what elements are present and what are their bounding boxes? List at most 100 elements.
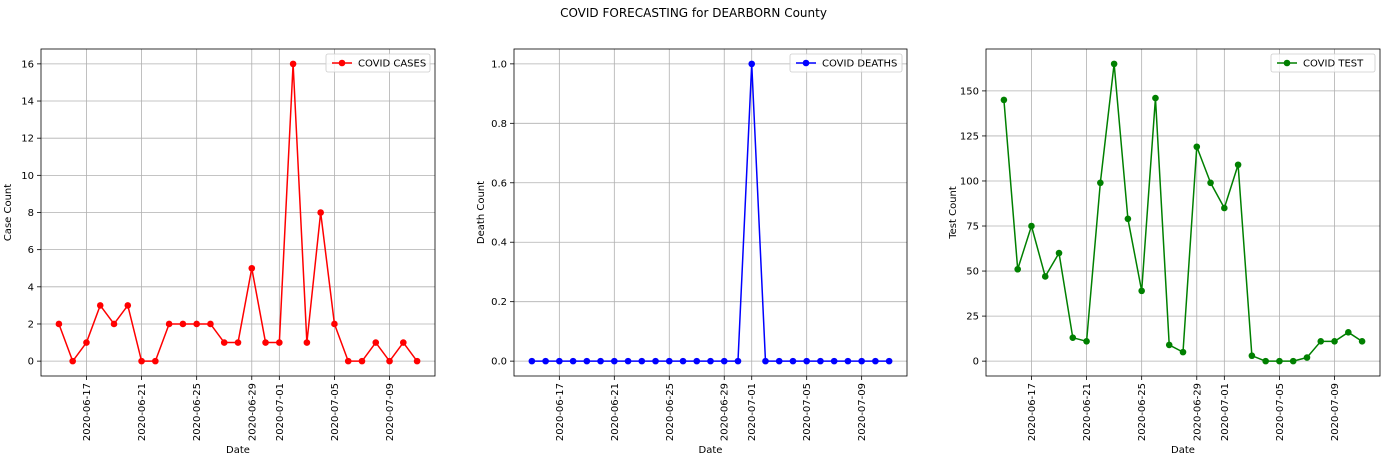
legend-box: [789, 53, 903, 73]
y-tick-label: 1.0: [491, 59, 507, 70]
legend: COVID CASES: [325, 53, 431, 73]
x-tick-label: 2020-06-17: [555, 383, 566, 441]
data-point: [542, 357, 549, 365]
data-point: [1165, 341, 1173, 349]
data-point: [789, 357, 797, 365]
grid-lines: [41, 49, 435, 376]
y-tick-label: 0.4: [491, 238, 507, 249]
legend: COVID TEST: [1270, 53, 1376, 73]
data-point: [775, 357, 783, 365]
grid-lines: [514, 49, 907, 376]
axes-frame: [40, 48, 436, 377]
x-tick-label: 2020-07-05: [330, 383, 341, 441]
data-point: [1041, 273, 1049, 280]
y-tick-label: 100: [960, 176, 979, 187]
data-point: [234, 339, 242, 346]
data-point: [597, 357, 604, 365]
y-tick-label: 16: [21, 59, 34, 70]
x-tick-label: 2020-06-29: [1192, 383, 1203, 441]
data-point: [386, 357, 393, 365]
data-point: [803, 357, 810, 365]
legend-label: COVID CASES: [358, 59, 426, 70]
data-point: [1303, 354, 1311, 361]
data-point: [1289, 357, 1297, 365]
x-tick-label: 2020-06-29: [247, 383, 258, 441]
legend: COVID DEATHS: [789, 53, 903, 73]
data-point: [358, 357, 366, 365]
y-tick-label: 150: [960, 86, 979, 97]
x-tick-label: 2020-07-09: [1330, 383, 1341, 441]
data-point: [720, 357, 728, 365]
y-tick-label: 14: [21, 97, 34, 108]
y-tick-label: 10: [21, 171, 34, 182]
data-point: [69, 357, 76, 365]
y-axis-label: Death Count: [476, 181, 487, 244]
data-point: [872, 357, 879, 365]
x-axis-label: Date: [226, 445, 250, 456]
y-tick-label: 0: [28, 357, 34, 368]
data-point: [1138, 287, 1145, 295]
data-point: [858, 357, 865, 365]
data-point: [1028, 222, 1035, 230]
y-tick-label: 12: [21, 134, 34, 145]
data-point: [165, 320, 173, 328]
y-axis-label: Case Count: [3, 184, 14, 241]
data-point: [1083, 338, 1090, 345]
data-point: [1234, 161, 1242, 169]
data-point: [556, 357, 563, 365]
y-tick-label: 125: [960, 131, 979, 142]
data-point: [1179, 348, 1187, 356]
data-point: [885, 357, 893, 365]
data-point: [1207, 179, 1214, 187]
x-tick-label: 2020-06-29: [720, 383, 731, 441]
data-point: [734, 357, 742, 365]
data-point: [138, 357, 145, 365]
data-point: [679, 357, 687, 365]
data-point: [1152, 94, 1159, 102]
data-point: [372, 339, 380, 346]
data-point: [1221, 204, 1228, 212]
x-tick-label: 2020-06-25: [1137, 383, 1148, 441]
cases-chart: 0 2 4 6 8 10 12 14 16 2020-06-17 2020-06-21 2020-06…: [3, 48, 436, 456]
data-point: [1110, 60, 1118, 68]
data-point: [1345, 329, 1352, 336]
data-point: [611, 357, 618, 365]
y-tick-label: 2: [28, 319, 34, 330]
data-point: [331, 320, 338, 328]
data-point: [262, 339, 269, 346]
series-line: [1003, 63, 1363, 362]
x-axis-label: Date: [1171, 445, 1195, 456]
data-point: [303, 339, 311, 346]
y-tick-label: 75: [966, 222, 979, 233]
x-tick-label: 2020-07-09: [857, 383, 868, 441]
x-tick-label: 2020-07-05: [802, 383, 813, 441]
data-point: [830, 357, 838, 365]
x-tick-label: 2020-07-09: [385, 383, 396, 441]
data-point: [344, 357, 352, 365]
y-tick-label: 0: [973, 357, 979, 368]
data-point: [693, 357, 701, 365]
data-point: [528, 357, 536, 365]
x-axis-label: Date: [699, 445, 723, 456]
data-point: [83, 339, 90, 346]
y-tick-label: 0.8: [491, 119, 507, 130]
grid-lines: [986, 49, 1380, 376]
data-point: [1331, 338, 1338, 345]
data-point: [1317, 338, 1325, 345]
legend-marker: [1283, 59, 1291, 67]
legend-marker: [802, 59, 810, 67]
data-point: [665, 357, 673, 365]
data-point: [844, 357, 852, 365]
data-point: [762, 357, 769, 365]
y-tick-label: 6: [28, 245, 34, 256]
data-point: [748, 60, 756, 68]
y-tick-label: 50: [966, 267, 979, 278]
legend-label: COVID DEATHS: [822, 59, 897, 70]
axes-frame: [513, 48, 908, 377]
legend-box: [1270, 53, 1376, 73]
data-point: [1097, 179, 1104, 187]
data-point: [152, 357, 159, 365]
data-point: [569, 357, 577, 365]
figure-title: COVID FORECASTING for DEARBORN County: [560, 6, 827, 20]
